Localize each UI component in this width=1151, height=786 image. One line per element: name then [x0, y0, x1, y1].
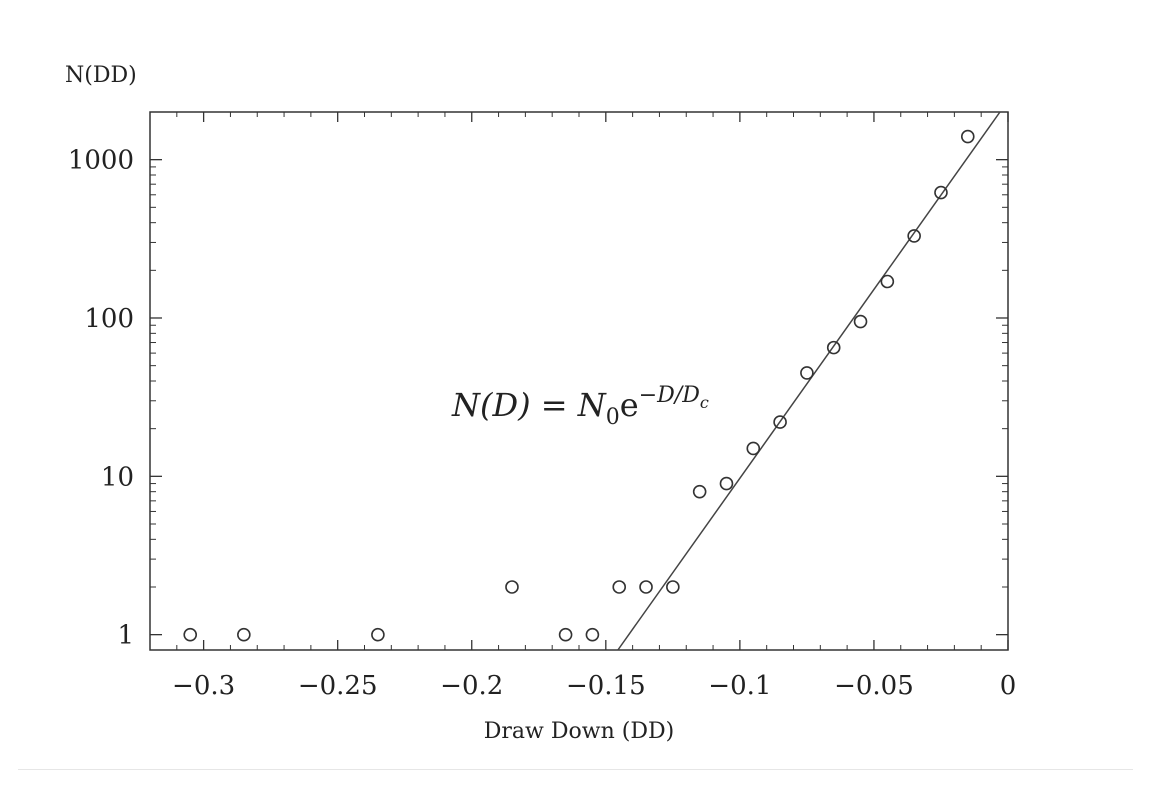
- data-point: [371, 627, 385, 642]
- plot-frame: [149, 111, 1009, 651]
- data-point: [666, 580, 680, 594]
- data-point: [639, 580, 653, 594]
- plot-border: [149, 111, 1009, 651]
- data-point: [800, 366, 814, 380]
- data-point: [746, 441, 761, 456]
- data-point: [183, 627, 198, 642]
- equation-exponent: −D/D: [639, 383, 700, 408]
- data-point: [960, 129, 975, 144]
- data-point: [934, 185, 948, 200]
- y-tick-label: 1000: [68, 146, 134, 176]
- x-tick-label: −0.3: [172, 671, 235, 701]
- x-tick-label: −0.05: [834, 671, 914, 701]
- x-tick-label: −0.25: [298, 671, 378, 701]
- fit-line-group: [617, 111, 1001, 651]
- y-axis-title: N(DD): [65, 63, 137, 88]
- divider: [18, 769, 1133, 770]
- data-point: [907, 229, 921, 243]
- data-point: [853, 314, 868, 329]
- data-point: [773, 415, 787, 429]
- x-tick-label: 0: [1000, 671, 1017, 701]
- x-tick-label: −0.1: [708, 671, 771, 701]
- data-point: [692, 484, 707, 499]
- data-point: [612, 580, 627, 594]
- x-tick-label: −0.15: [566, 671, 646, 701]
- y-axis: 1 10 100 1000: [68, 111, 1008, 651]
- fit-line: [617, 111, 1001, 651]
- data-point: [558, 627, 573, 642]
- equation-e: e: [620, 386, 639, 424]
- equation-sub: 0: [606, 405, 620, 430]
- data-point: [505, 580, 519, 594]
- x-axis: −0.3 −0.25 −0.2 −0.15 −0.1 −0.05 0: [172, 112, 1016, 701]
- y-tick-label: 100: [84, 304, 134, 334]
- data-point: [237, 627, 251, 642]
- data-points: [183, 129, 975, 642]
- fit-equation: N(D) = N0e−D/Dc: [451, 383, 709, 430]
- x-axis-title: Draw Down (DD): [484, 719, 674, 744]
- data-point: [880, 274, 895, 289]
- data-point: [826, 340, 841, 355]
- data-point: [585, 627, 600, 642]
- y-tick-label: 10: [101, 462, 134, 492]
- x-tick-label: −0.2: [440, 671, 503, 701]
- y-tick-label: 1: [117, 621, 134, 651]
- equation-base: N(D) = N: [451, 386, 607, 424]
- data-point: [719, 476, 734, 491]
- equation-exponent-sub: c: [700, 393, 709, 412]
